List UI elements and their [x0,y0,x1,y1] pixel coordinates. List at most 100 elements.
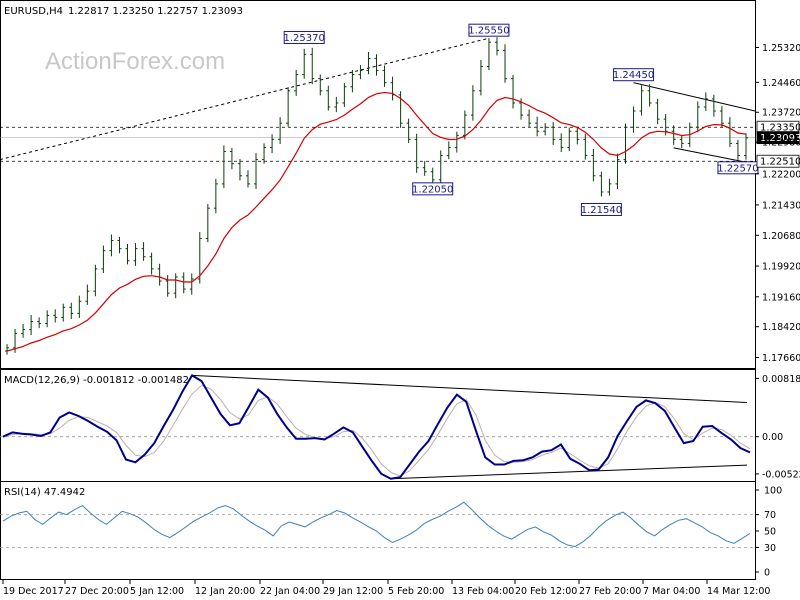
candle [157,263,162,286]
candle [350,69,355,93]
annotation-label: 1.25550 [468,26,509,37]
x-tick-label: 20 Feb 12:00 [515,586,577,597]
candle [366,51,371,75]
annotation-label: 1.21540 [581,205,622,216]
macd-trendline-lower [390,464,748,480]
macd-tick-label: 0.008182 [762,374,800,385]
candle [21,323,26,338]
candle [69,302,74,319]
candle [711,94,716,117]
candle [398,91,403,128]
candle [221,145,226,189]
trendline-upper [633,82,756,112]
moving-average-line [6,91,747,352]
candle [334,96,339,113]
candle [165,274,170,297]
candle [101,245,106,273]
candle [639,85,644,116]
rsi-line [2,501,751,548]
candle [615,153,620,189]
price-tag-label: 1.23093 [760,133,800,144]
candle [551,122,556,145]
candle [743,133,748,160]
candle [189,273,194,295]
x-tick-label: 5 Jan 12:00 [130,586,184,597]
candle [503,44,508,83]
candle [302,48,307,79]
candle [77,295,82,319]
candle [181,272,186,294]
candle [237,159,242,181]
candle [318,74,323,96]
candle [117,236,122,254]
candle [679,135,684,149]
x-tick-label: 13 Feb 04:00 [452,586,514,597]
candle [462,110,467,140]
watermark: ActionForex.com [45,48,225,75]
candle [382,65,387,87]
annotation-box [468,23,510,37]
price-annotation: 1.25550 [468,23,510,37]
y-tick-label: 1.25320 [762,43,800,54]
x-tick-label: 12 Jan 20:00 [195,586,255,597]
candle [454,131,459,153]
rsi-tick-label: 50 [764,527,776,538]
candle [262,143,267,164]
candle [37,317,42,329]
price-header-ohlc: 1.22817 1.23250 1.22757 1.23093 [68,6,243,17]
rsi-tick-label: 70 [764,510,776,521]
candle [583,133,588,160]
candle [133,243,138,266]
candle [310,47,315,85]
y-tick-label: 1.22200 [762,169,800,180]
candle [631,106,636,133]
price-annotation: 1.25370 [284,30,325,44]
x-tick-label: 27 Dec 20:00 [65,586,129,597]
y-tick-label: 1.24460 [762,78,800,89]
candle [735,139,740,161]
y-tick-label: 1.19920 [762,262,800,273]
price-header-symbol: EURUSD,H4 [4,6,63,17]
y-tick-label: 1.20680 [762,231,800,242]
candle [286,87,291,127]
candle [422,161,427,176]
candle [294,69,299,96]
annotation-label: 1.24450 [613,70,654,81]
candle [599,171,604,197]
macd-plot [0,374,755,480]
candle [494,37,499,56]
annotation-label: 1.22050 [412,184,453,195]
annotation-box [412,182,454,196]
candle [511,75,516,109]
candle [93,264,98,297]
candle [85,284,90,305]
candle [446,141,451,160]
rsi-tick-label: 100 [764,486,782,497]
candle [141,242,146,261]
x-tick-label: 29 Jan 12:00 [323,586,383,597]
candle [374,54,379,76]
candle [278,117,283,144]
price-tag-label: 1.23350 [760,123,800,134]
candle [607,178,612,196]
price-tag-box [756,154,800,168]
candle [414,133,419,173]
candle [486,38,491,71]
x-tick-label: 27 Feb 20:00 [579,586,641,597]
price-annotation: 1.24450 [613,68,654,82]
y-tick-label: 1.21430 [762,200,800,211]
x-tick-label: 22 Jan 04:00 [260,586,320,597]
candle [326,85,331,111]
price-annotation: 1.22050 [412,182,454,196]
candle [53,309,58,323]
macd-tick-label: -0.005223 [762,469,800,480]
candle [575,126,580,145]
price-annotation: 1.22570 [717,161,759,175]
candle [213,178,218,214]
price-tag-label: 1.22510 [760,157,800,168]
candle [543,123,548,136]
rsi-header: RSI(14) 47.4942 [4,487,85,498]
x-tick-label: 7 Mar 04:00 [643,586,700,597]
